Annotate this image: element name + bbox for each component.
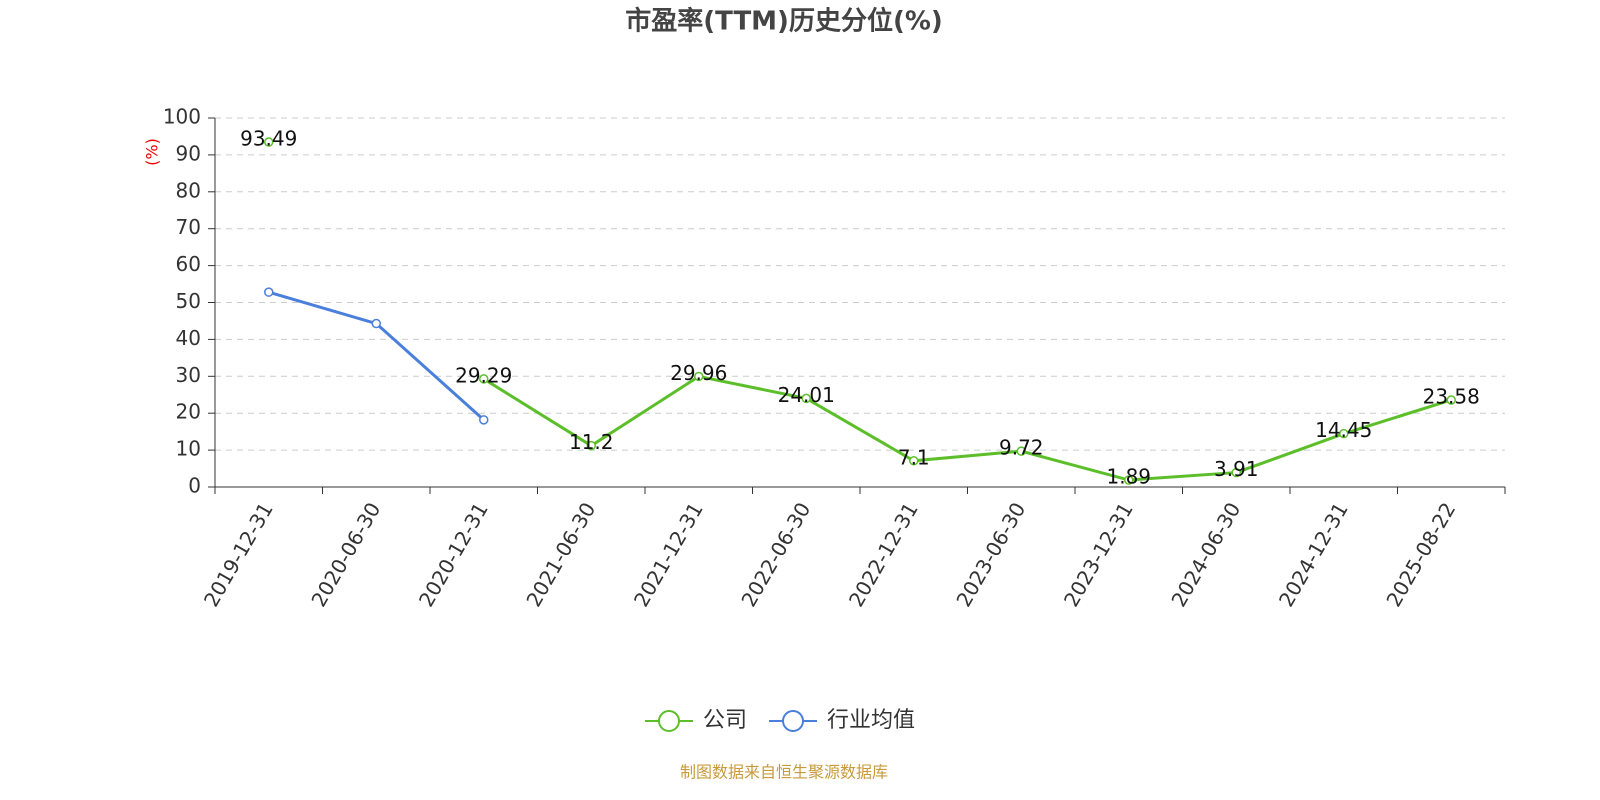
- data-point: [371, 318, 381, 329]
- y-tick-label: 100: [163, 105, 201, 129]
- y-tick-label: 10: [176, 437, 201, 461]
- legend-label: 行业均值: [827, 708, 915, 733]
- x-tick-label: 2024-06-30: [1166, 498, 1245, 611]
- data-label: 14.45: [1315, 418, 1372, 442]
- x-tick-label: 2021-06-30: [521, 498, 600, 611]
- data-label: 11.2: [569, 430, 614, 454]
- data-label: 29.29: [455, 363, 512, 387]
- legend-marker: [782, 710, 805, 732]
- y-tick-label: 90: [176, 141, 201, 165]
- data-label: 23.58: [1423, 384, 1480, 408]
- data-point: [1231, 467, 1241, 478]
- data-point: [586, 440, 596, 451]
- series-line: [482, 374, 1452, 482]
- x-tick-label: 2020-06-30: [306, 498, 385, 611]
- legend-marker: [658, 710, 680, 732]
- footer: 制图数据来自恒生聚源数据库: [680, 763, 888, 782]
- x-tick-label: 2021-12-31: [629, 498, 708, 611]
- data-label: 7.1: [898, 445, 930, 469]
- x-tick-label: 2024-12-31: [1274, 498, 1353, 611]
- y-tick-label: 20: [176, 400, 201, 424]
- data-label: 24.01: [778, 383, 835, 407]
- data-point: [801, 393, 811, 404]
- data-label: 29.96: [670, 361, 727, 385]
- chart-title: 市盈率(TTM)历史分位(%): [625, 6, 943, 37]
- series-line: [268, 290, 485, 421]
- y-axis-label: (%): [143, 138, 162, 166]
- y-tick-label: 60: [176, 252, 201, 276]
- data-point: [264, 287, 274, 297]
- x-tick-label: 2025-08-22: [1381, 498, 1460, 611]
- y-tick-label: 40: [176, 326, 201, 350]
- y-tick-label: 30: [176, 363, 201, 387]
- data-label: 1.89: [1106, 465, 1151, 489]
- data-point: [1446, 395, 1456, 405]
- data-label: 93.49: [240, 127, 297, 151]
- y-tick-label: 50: [176, 289, 201, 313]
- data-point: [479, 415, 489, 425]
- data-point: [479, 374, 489, 384]
- y-tick-label: 0: [188, 474, 201, 498]
- data-point: [1339, 428, 1349, 439]
- data-point: [264, 137, 274, 147]
- data-point: [909, 456, 919, 466]
- x-tick-label: 2022-12-31: [844, 498, 923, 611]
- legend-label: 公司: [703, 708, 747, 733]
- x-tick-label: 2023-06-30: [951, 498, 1030, 611]
- data-point: [694, 371, 704, 382]
- y-tick-label: 70: [176, 215, 201, 239]
- x-tick-label: 2023-12-31: [1059, 498, 1138, 611]
- x-tick-label: 2019-12-31: [199, 498, 278, 611]
- data-point: [1124, 475, 1134, 485]
- data-label: 9.72: [999, 436, 1044, 460]
- data-label: 3.91: [1214, 457, 1259, 481]
- x-tick-label: 2022-06-30: [736, 498, 815, 611]
- data-point: [1016, 446, 1026, 456]
- x-tick-label: 2020-12-31: [414, 498, 493, 611]
- y-tick-label: 80: [176, 178, 201, 202]
